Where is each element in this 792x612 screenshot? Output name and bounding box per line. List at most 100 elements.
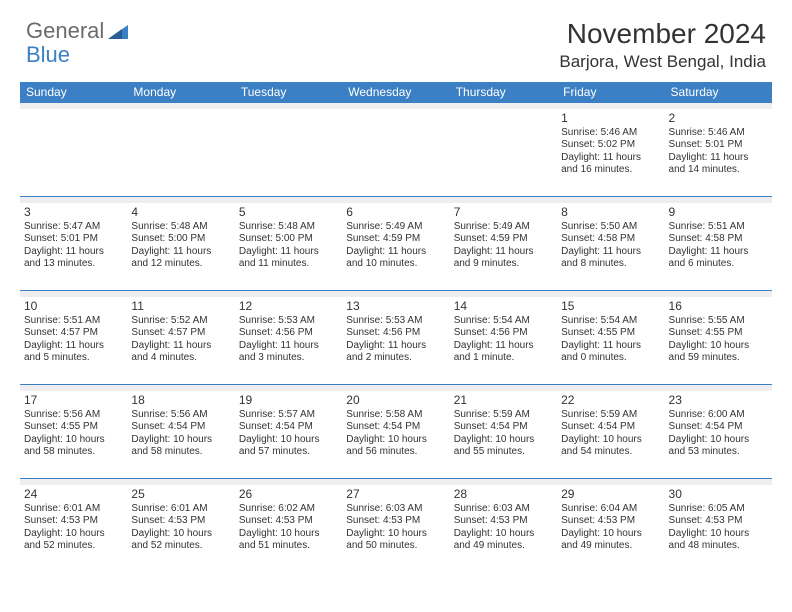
- day-number: 2: [669, 111, 768, 126]
- logo-triangle-icon: [108, 23, 128, 39]
- day-cell: 24Sunrise: 6:01 AMSunset: 4:53 PMDayligh…: [20, 485, 127, 573]
- day-number: 18: [131, 393, 230, 408]
- day-cell: 23Sunrise: 6:00 AMSunset: 4:54 PMDayligh…: [665, 391, 772, 479]
- day-number: 13: [346, 299, 445, 314]
- logo: General: [26, 18, 128, 44]
- location-label: Barjora, West Bengal, India: [559, 52, 766, 72]
- sunset-text: Sunset: 4:56 PM: [346, 327, 445, 340]
- day-number: 29: [561, 487, 660, 502]
- sunrise-text: Sunrise: 5:48 AM: [239, 221, 338, 234]
- sunrise-text: Sunrise: 5:49 AM: [346, 221, 445, 234]
- daylight-text: and 50 minutes.: [346, 540, 445, 553]
- daylight-text: Daylight: 10 hours: [669, 528, 768, 541]
- day-number: 1: [561, 111, 660, 126]
- daylight-text: Daylight: 11 hours: [669, 152, 768, 165]
- day-cell: 17Sunrise: 5:56 AMSunset: 4:55 PMDayligh…: [20, 391, 127, 479]
- daylight-text: Daylight: 11 hours: [24, 340, 123, 353]
- week-row: 10Sunrise: 5:51 AMSunset: 4:57 PMDayligh…: [20, 297, 772, 385]
- sunrise-text: Sunrise: 5:58 AM: [346, 409, 445, 422]
- sunset-text: Sunset: 4:54 PM: [454, 421, 553, 434]
- day-number: 10: [24, 299, 123, 314]
- title-block: November 2024 Barjora, West Bengal, Indi…: [559, 18, 766, 72]
- day-cell: 11Sunrise: 5:52 AMSunset: 4:57 PMDayligh…: [127, 297, 234, 385]
- day-cell: [235, 109, 342, 197]
- daylight-text: and 52 minutes.: [24, 540, 123, 553]
- page-header: General November 2024 Barjora, West Beng…: [0, 0, 792, 76]
- sunset-text: Sunset: 4:55 PM: [24, 421, 123, 434]
- day-cell: [20, 109, 127, 197]
- day-cell: 9Sunrise: 5:51 AMSunset: 4:58 PMDaylight…: [665, 203, 772, 291]
- daylight-text: Daylight: 11 hours: [239, 246, 338, 259]
- logo-text-b: Blue: [26, 42, 70, 68]
- daylight-text: and 54 minutes.: [561, 446, 660, 459]
- daylight-text: and 3 minutes.: [239, 352, 338, 365]
- sunrise-text: Sunrise: 6:03 AM: [346, 503, 445, 516]
- sunrise-text: Sunrise: 5:59 AM: [561, 409, 660, 422]
- sunset-text: Sunset: 4:54 PM: [131, 421, 230, 434]
- sunrise-text: Sunrise: 5:59 AM: [454, 409, 553, 422]
- day-header: Thursday: [450, 82, 557, 103]
- week-row: 3Sunrise: 5:47 AMSunset: 5:01 PMDaylight…: [20, 203, 772, 291]
- day-number: 26: [239, 487, 338, 502]
- sunset-text: Sunset: 4:56 PM: [454, 327, 553, 340]
- day-number: 20: [346, 393, 445, 408]
- daylight-text: Daylight: 11 hours: [24, 246, 123, 259]
- sunrise-text: Sunrise: 5:54 AM: [561, 315, 660, 328]
- daylight-text: Daylight: 11 hours: [239, 340, 338, 353]
- logo-text-a: General: [26, 18, 104, 44]
- daylight-text: Daylight: 10 hours: [561, 434, 660, 447]
- sunrise-text: Sunrise: 6:05 AM: [669, 503, 768, 516]
- day-cell: 1Sunrise: 5:46 AMSunset: 5:02 PMDaylight…: [557, 109, 664, 197]
- sunrise-text: Sunrise: 5:56 AM: [131, 409, 230, 422]
- day-cell: 15Sunrise: 5:54 AMSunset: 4:55 PMDayligh…: [557, 297, 664, 385]
- daylight-text: Daylight: 10 hours: [131, 528, 230, 541]
- daylight-text: and 13 minutes.: [24, 258, 123, 271]
- day-cell: 18Sunrise: 5:56 AMSunset: 4:54 PMDayligh…: [127, 391, 234, 479]
- sunset-text: Sunset: 4:53 PM: [454, 515, 553, 528]
- daylight-text: Daylight: 10 hours: [454, 528, 553, 541]
- day-cell: 3Sunrise: 5:47 AMSunset: 5:01 PMDaylight…: [20, 203, 127, 291]
- day-number: 16: [669, 299, 768, 314]
- day-number: 15: [561, 299, 660, 314]
- daylight-text: and 12 minutes.: [131, 258, 230, 271]
- day-header: Sunday: [20, 82, 127, 103]
- day-cell: 14Sunrise: 5:54 AMSunset: 4:56 PMDayligh…: [450, 297, 557, 385]
- sunrise-text: Sunrise: 5:48 AM: [131, 221, 230, 234]
- day-header: Wednesday: [342, 82, 449, 103]
- day-cell: 20Sunrise: 5:58 AMSunset: 4:54 PMDayligh…: [342, 391, 449, 479]
- daylight-text: Daylight: 11 hours: [131, 340, 230, 353]
- month-title: November 2024: [559, 18, 766, 50]
- day-number: 8: [561, 205, 660, 220]
- sunset-text: Sunset: 4:53 PM: [24, 515, 123, 528]
- sunrise-text: Sunrise: 5:55 AM: [669, 315, 768, 328]
- day-number: 17: [24, 393, 123, 408]
- day-cell: 27Sunrise: 6:03 AMSunset: 4:53 PMDayligh…: [342, 485, 449, 573]
- daylight-text: Daylight: 10 hours: [131, 434, 230, 447]
- daylight-text: Daylight: 10 hours: [669, 434, 768, 447]
- sunset-text: Sunset: 4:55 PM: [669, 327, 768, 340]
- day-header: Tuesday: [235, 82, 342, 103]
- day-cell: 19Sunrise: 5:57 AMSunset: 4:54 PMDayligh…: [235, 391, 342, 479]
- day-cell: [450, 109, 557, 197]
- daylight-text: and 9 minutes.: [454, 258, 553, 271]
- day-cell: 21Sunrise: 5:59 AMSunset: 4:54 PMDayligh…: [450, 391, 557, 479]
- sunrise-text: Sunrise: 6:00 AM: [669, 409, 768, 422]
- daylight-text: Daylight: 10 hours: [24, 434, 123, 447]
- sunset-text: Sunset: 4:58 PM: [669, 233, 768, 246]
- sunrise-text: Sunrise: 5:52 AM: [131, 315, 230, 328]
- sunrise-text: Sunrise: 6:04 AM: [561, 503, 660, 516]
- day-header: Monday: [127, 82, 234, 103]
- day-number: 19: [239, 393, 338, 408]
- sunrise-text: Sunrise: 6:02 AM: [239, 503, 338, 516]
- sunset-text: Sunset: 4:59 PM: [346, 233, 445, 246]
- day-cell: 2Sunrise: 5:46 AMSunset: 5:01 PMDaylight…: [665, 109, 772, 197]
- day-number: 9: [669, 205, 768, 220]
- daylight-text: and 58 minutes.: [24, 446, 123, 459]
- day-number: 22: [561, 393, 660, 408]
- day-cell: 13Sunrise: 5:53 AMSunset: 4:56 PMDayligh…: [342, 297, 449, 385]
- daylight-text: and 59 minutes.: [669, 352, 768, 365]
- day-number: 5: [239, 205, 338, 220]
- sunrise-text: Sunrise: 5:46 AM: [561, 127, 660, 140]
- sunrise-text: Sunrise: 6:03 AM: [454, 503, 553, 516]
- daylight-text: Daylight: 10 hours: [239, 528, 338, 541]
